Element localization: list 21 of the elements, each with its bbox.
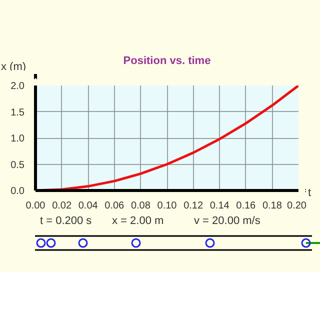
x-tick-label: 0.04 bbox=[78, 200, 98, 212]
x-tick-label: 0.20 bbox=[287, 200, 307, 212]
x-axis-title: t bbox=[308, 186, 312, 201]
x-tick-label: 0.00 bbox=[26, 200, 46, 212]
x-tick-label: 0.14 bbox=[210, 200, 230, 212]
x-tick-label: 0.16 bbox=[236, 200, 256, 212]
x-tick-label: 0.18 bbox=[262, 200, 282, 212]
text: x = 2.00 m bbox=[112, 214, 164, 229]
y-tick-label: 1.0 bbox=[10, 134, 25, 144]
x-tick-label: 0.06 bbox=[104, 200, 125, 212]
chart-title: Position vs. time bbox=[123, 54, 211, 69]
x-tick-label: 0.12 bbox=[184, 200, 204, 212]
y-tick-label: 0.0 bbox=[10, 186, 25, 197]
text: v = 20.00 m/s bbox=[194, 214, 260, 229]
x-tick-label: 0.10 bbox=[157, 200, 178, 212]
text: t = 0.200 s bbox=[40, 214, 92, 229]
x-tick-label: 0.02 bbox=[52, 200, 72, 212]
y-tick-label: 0.5 bbox=[10, 160, 25, 171]
y-tick-label: 2.0 bbox=[10, 81, 25, 92]
y-tick-label: 1.5 bbox=[10, 107, 25, 118]
x-tick-label: 0.08 bbox=[130, 200, 151, 212]
